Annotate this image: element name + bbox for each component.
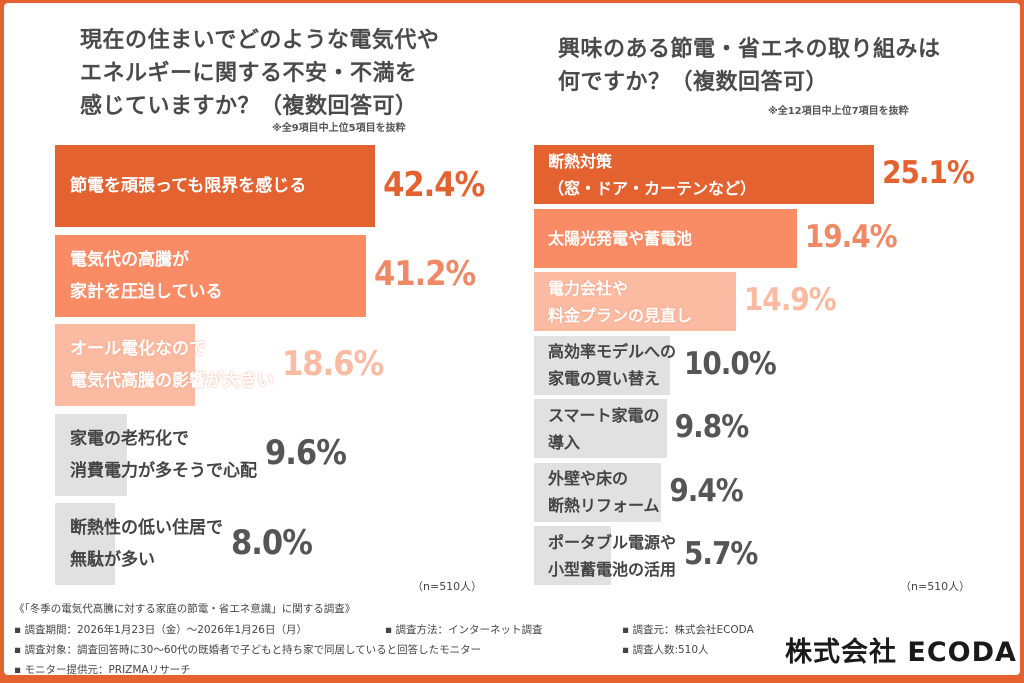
value-label: 42.4% [383,164,485,205]
bar-label: ポータブル電源や 小型蓄電池の活用 [548,532,677,579]
bar-label: オール電化なので 電気代高騰の影響が大きい [70,339,274,391]
bar [55,324,196,406]
bar [534,145,875,204]
right-chart-note: ※全12項目中上位7項目を抜粋 [768,106,909,117]
survey-target: ▪ 調査対象：調査回答時に30～60代の既婚者で子どもと持ち家で同居していると回… [14,644,482,656]
value-label: 18.6% [282,343,384,384]
value-label: 25.1% [882,155,975,192]
monitor-provider: ▪ モニター提供元：PRIZMAリサーチ [14,664,191,676]
survey-method: ▪ 調査方法：インターネット調査 [385,624,543,636]
bar-label: 断熱性の低い住居で 無駄が多い [70,518,223,570]
left-sample-size: （n=510人） [412,580,483,593]
bar [55,145,376,227]
bar-label: 節電を頑張っても限界を感じる [70,176,307,196]
bar [534,335,670,395]
value-label: 10.0% [684,345,777,382]
bar-label: 電気代の高騰が 家計を圧迫している [70,249,223,302]
ecoda-logo: 株式会社 ECODA [785,637,1017,668]
survey-title: 《「冬季の電気代高騰に対する家庭の節電・省エネ意識」に関する調査》 [14,603,356,615]
bar-label: 家電の老朽化で 消費電力が多そうで心配 [70,428,257,481]
right-sample-size: （n=510人） [900,580,971,593]
left-chart-note: ※全9項目中上位5項目を抜粋 [272,123,406,134]
bar-label: スマート家電の 導入 [548,405,660,452]
bar [534,526,612,585]
value-label: 19.4% [804,218,898,255]
survey-period: ▪ 調査期間：2026年1月23日（金）～2026年1月26日（月） [14,624,307,636]
value-label: 8.0% [231,522,313,563]
bar [534,462,662,522]
bar-label: 高効率モデルへの 家電の買い替え [548,342,677,388]
bar-label: 太陽光発電や蓄電池 [548,228,693,248]
survey-source: ▪ 調査元：株式会社ECODA [622,624,754,636]
right-chart-title: 興味のある節電・省エネの取り組みは 何ですか？（複数回答可） [558,37,941,95]
bar [534,272,736,331]
bar-label: 電力会社や 料金プランの見直し [548,278,693,325]
bar [55,503,116,585]
bar-label: 外壁や床の 断熱リフォーム [548,469,660,515]
survey-count: ▪ 調査人数:510人 [622,644,709,656]
bar [534,208,797,268]
value-label: 41.2% [374,254,476,295]
bar [534,399,667,458]
left-chart-title: 現在の住まいでどのような電気代や エネルギーに関する不安・不満を 感じていますか… [80,28,440,119]
value-label: 9.8% [674,409,749,446]
value-label: 9.4% [669,472,743,509]
value-label: 14.9% [743,282,837,319]
value-label: 5.7% [684,536,758,573]
bar [55,413,128,496]
value-label: 9.6% [265,433,347,474]
bar-label: 断熱対策 （窓・ドア・カーテンなど） [548,151,757,198]
bar [55,234,367,317]
